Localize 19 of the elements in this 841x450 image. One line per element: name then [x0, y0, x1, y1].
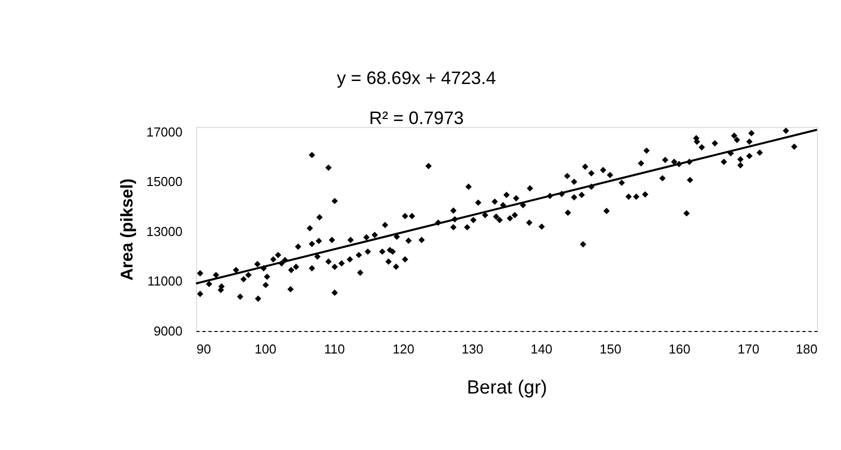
y-tick-label: 13000 — [146, 224, 182, 239]
y-tick-label: 15000 — [146, 174, 182, 190]
y-tick-label: 11000 — [147, 274, 182, 289]
x-tick-label: 110 — [324, 342, 345, 356]
x-tick-label: 140 — [530, 342, 552, 356]
y-axis-title: Area (piksel) — [117, 178, 136, 281]
annotation: R² = 0.7973 — [369, 108, 464, 128]
y-tick-label: 9000 — [154, 324, 182, 338]
x-tick-label: 180 — [796, 342, 818, 356]
x-tick-label: 100 — [254, 342, 276, 356]
x-tick-label: 90 — [196, 342, 211, 356]
x-tick-label: 150 — [600, 342, 622, 356]
x-tick-label: 130 — [462, 342, 484, 356]
x-tick-label: 120 — [392, 342, 414, 356]
text: y = 68.69x + 4723.4 — [336, 68, 496, 88]
y-tick-label: 17000 — [146, 124, 182, 140]
x-tick-label: 160 — [668, 342, 690, 356]
x-tick-label: 170 — [738, 342, 760, 356]
x-axis-title: Berat (gr) — [466, 378, 548, 398]
